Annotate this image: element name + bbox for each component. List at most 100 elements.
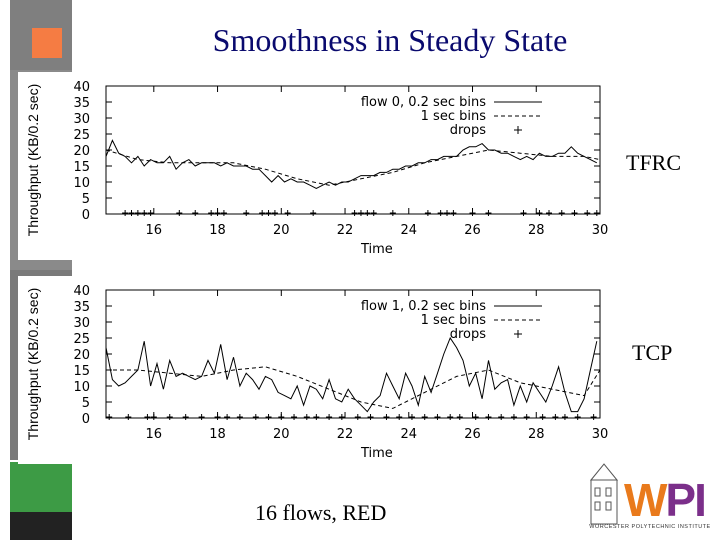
drop-marker	[584, 210, 591, 216]
x-tick-label: 20	[273, 223, 290, 238]
drop-marker	[128, 210, 135, 216]
drop-marker	[561, 414, 568, 420]
y-tick-label: 25	[73, 332, 90, 347]
drop-marker	[469, 210, 476, 216]
drop-marker	[523, 414, 530, 420]
y-tick-label: 0	[82, 208, 90, 223]
y-tick-label: 35	[73, 300, 90, 315]
y-tick-label: 5	[82, 396, 90, 411]
y-tick-label: 15	[73, 364, 90, 379]
sidebar-strip-dark	[10, 512, 72, 540]
drop-marker	[389, 210, 396, 216]
drop-marker	[437, 210, 444, 216]
drop-marker	[259, 210, 266, 216]
drop-marker	[144, 414, 151, 420]
drop-marker	[303, 414, 310, 420]
drop-marker	[444, 210, 451, 216]
drop-marker	[520, 210, 527, 216]
x-tick-label: 26	[464, 427, 481, 442]
drop-marker	[357, 210, 364, 216]
drop-marker	[122, 210, 129, 216]
y-tick-label: 30	[73, 316, 90, 331]
x-tick-label: 28	[528, 427, 545, 442]
drop-marker	[485, 210, 492, 216]
drop-marker	[150, 414, 157, 420]
series-line-02sec	[105, 139, 598, 189]
x-tick-label: 18	[209, 223, 226, 238]
drop-marker	[472, 414, 479, 420]
drop-marker	[536, 210, 543, 216]
wpi-logo	[585, 458, 713, 536]
drop-marker	[313, 414, 320, 420]
wpi-logo-text: WPI	[624, 474, 707, 526]
legend-label: flow 0, 0.2 sec bins	[361, 95, 486, 110]
x-tick-label: 24	[401, 427, 418, 442]
drop-marker	[134, 210, 141, 216]
drop-marker	[498, 414, 505, 420]
drop-marker	[214, 414, 221, 420]
drop-marker	[590, 414, 597, 420]
drop-marker	[383, 414, 390, 420]
drop-marker	[593, 210, 600, 216]
label-tfrc: TFRC	[626, 150, 682, 175]
y-tick-label: 30	[73, 112, 90, 127]
x-axis-label: Time	[360, 446, 393, 461]
drop-marker	[310, 210, 317, 216]
drop-marker	[214, 210, 221, 216]
drop-marker	[278, 414, 285, 420]
drop-marker	[421, 414, 428, 420]
y-tick-label: 5	[82, 192, 90, 207]
drop-marker	[198, 414, 205, 420]
drop-marker	[434, 414, 441, 420]
x-axis-label: Time	[360, 242, 393, 257]
drop-marker	[208, 210, 215, 216]
castle-icon	[589, 463, 619, 525]
plot-frame	[105, 85, 601, 215]
x-tick-label: 24	[401, 223, 418, 238]
y-tick-label: 40	[73, 284, 90, 299]
drop-marker	[351, 210, 358, 216]
drop-marker	[265, 210, 272, 216]
drop-marker	[552, 414, 559, 420]
chart-panel-top: 0 5 10 15 20 25 30 35 40 16 18 20 22 24 26 28 30 Time Thro…	[18, 72, 618, 260]
drop-marker	[271, 210, 278, 216]
drop-marker	[106, 414, 113, 420]
drop-marker	[485, 414, 492, 420]
y-axis-label: Throughput (KB/0.2 sec)	[25, 84, 41, 237]
drop-marker	[424, 210, 431, 216]
y-tick-label: 10	[73, 176, 90, 191]
drop-marker	[166, 414, 173, 420]
drop-marker	[396, 414, 403, 420]
drop-marker	[408, 414, 415, 420]
drop-marker	[192, 210, 199, 216]
drop-marker	[450, 210, 457, 216]
drop-marker	[252, 414, 259, 420]
drop-marker	[182, 414, 189, 420]
drop-marker	[284, 210, 291, 216]
y-axis-label: Throughput (KB/0.2 sec)	[25, 288, 41, 441]
drop-marker	[354, 414, 361, 420]
drop-marker	[224, 414, 231, 420]
x-tick-label: 16	[146, 223, 163, 238]
x-tick-label: 22	[337, 223, 354, 238]
drop-marker	[326, 414, 333, 420]
drop-marker	[367, 414, 374, 420]
drop-marker	[176, 210, 183, 216]
drop-marker	[456, 414, 463, 420]
drop-marker	[236, 414, 243, 420]
y-tick-label: 20	[73, 348, 90, 363]
x-tick-label: 16	[146, 427, 163, 442]
series-line-1sec	[105, 149, 601, 186]
drop-marker	[558, 210, 565, 216]
legend-label: flow 1, 0.2 sec bins	[361, 299, 486, 314]
x-tick-label: 28	[528, 223, 545, 238]
legend-label: drops	[450, 327, 487, 342]
y-tick-label: 25	[73, 128, 90, 143]
drop-marker	[141, 210, 148, 216]
x-tick-label: 26	[464, 223, 481, 238]
drop-marker	[370, 210, 377, 216]
legend-label: 1 sec bins	[421, 109, 487, 124]
logo-letter-w: W	[624, 474, 667, 526]
